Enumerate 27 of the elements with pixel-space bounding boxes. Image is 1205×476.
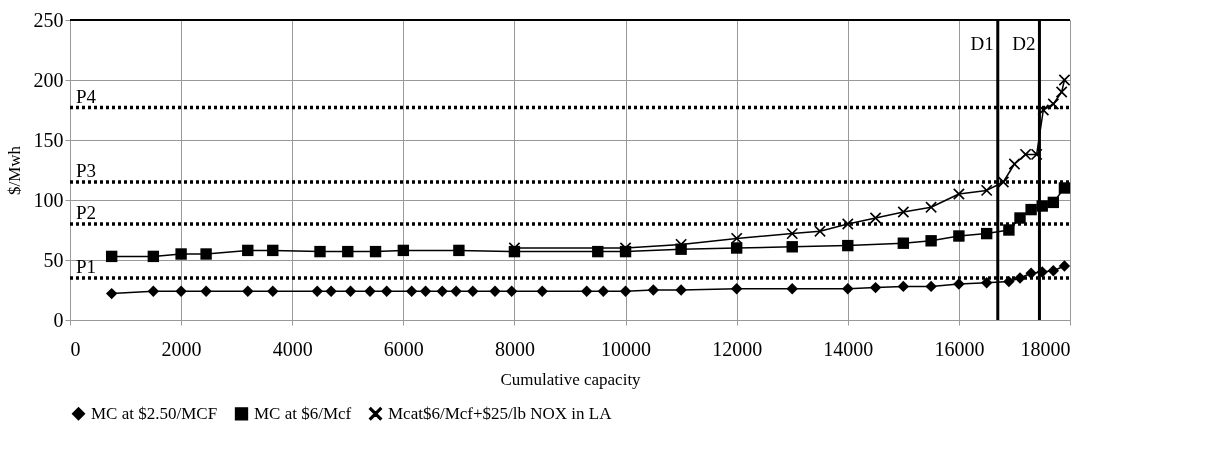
- x-tick-label: 2000: [161, 337, 202, 360]
- y-axis-title: $/Mwh: [4, 145, 24, 196]
- y-tick-label: 50: [43, 248, 64, 271]
- x-tick-label: 12000: [712, 337, 763, 360]
- x-tick-label: 18000: [1020, 337, 1071, 360]
- legend-label: MC at $2.50/MCF: [91, 403, 218, 423]
- y-tick-label: 150: [33, 128, 64, 151]
- x-tick-label: 8000: [494, 337, 535, 360]
- ref-line-label: P3: [76, 160, 97, 181]
- x-tick-label: 4000: [272, 337, 313, 360]
- legend-label: MC at $6/Mcf: [254, 403, 352, 423]
- legend-label: Mcat$6/Mcf+$25/lb NOX in LA: [388, 403, 613, 423]
- ref-line-label: D1: [970, 33, 994, 54]
- y-tick-label: 250: [33, 8, 64, 31]
- x-tick-label: 10000: [601, 337, 652, 360]
- ref-line-label: P1: [76, 256, 97, 277]
- x-tick-label: 6000: [383, 337, 424, 360]
- y-tick-label: 0: [53, 308, 64, 331]
- x-tick-label: 14000: [823, 337, 874, 360]
- x-tick-label: 0: [70, 337, 81, 360]
- y-tick-label: 100: [33, 188, 64, 211]
- ref-line-label: P2: [76, 202, 97, 223]
- ref-line-label: P4: [76, 85, 97, 107]
- x-tick-label: 16000: [934, 337, 985, 360]
- x-axis-title: Cumulative capacity: [500, 369, 642, 389]
- y-tick-label: 200: [33, 68, 64, 91]
- ref-line-label: D2: [1012, 33, 1036, 54]
